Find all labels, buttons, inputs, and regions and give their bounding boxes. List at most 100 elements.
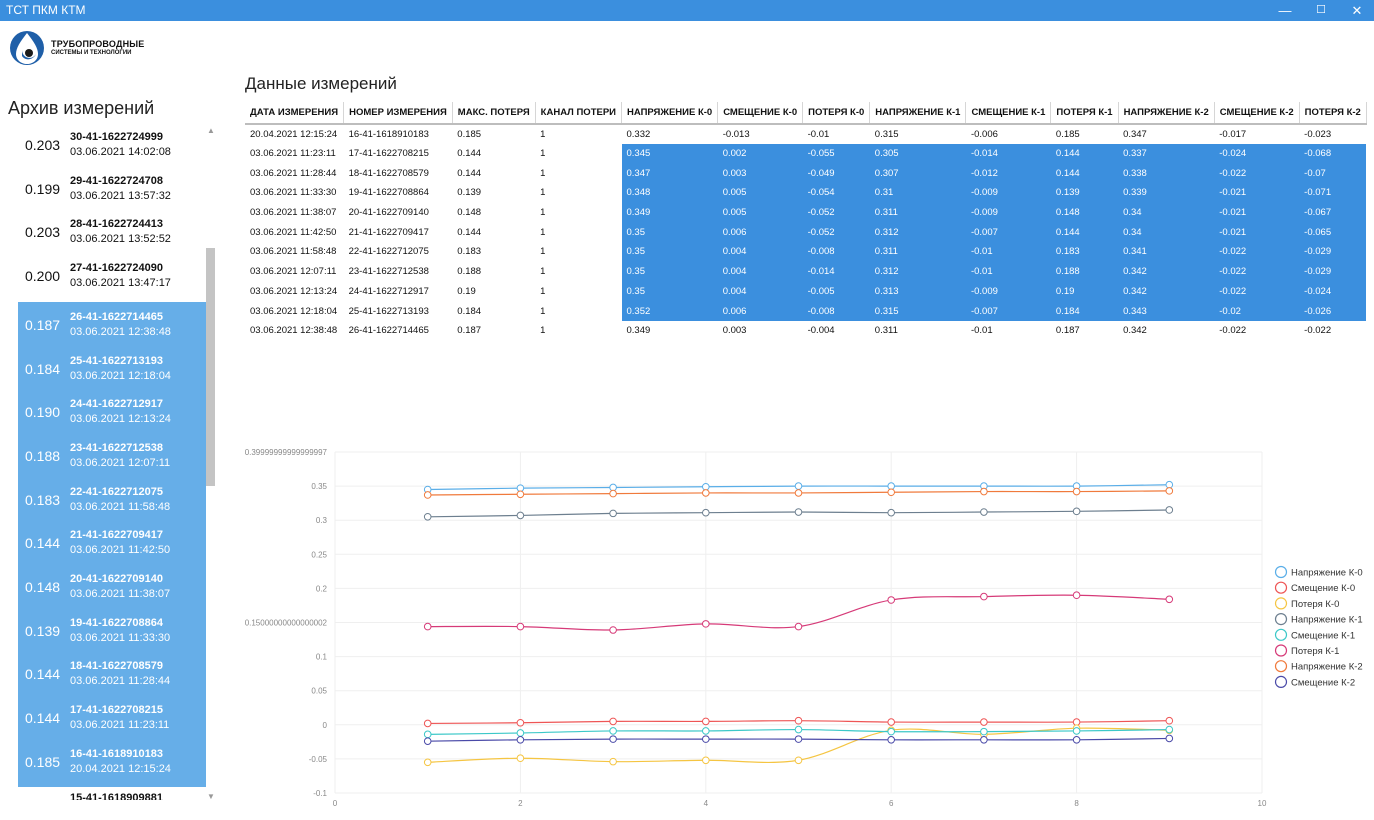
table-column-header[interactable]: НОМЕР ИЗМЕРЕНИЯ	[343, 102, 453, 125]
table-cell: 0.337	[1118, 143, 1215, 164]
table-cell: 0.006	[717, 301, 803, 321]
archive-item-date: 03.06.2021 12:07:11	[70, 456, 171, 469]
measurements-title: Данные измерений	[245, 74, 397, 93]
archive-item[interactable]: 0.144 17-41-1622708215 03.06.2021 11:23:11	[18, 695, 206, 744]
table-cell: -0.067	[1299, 202, 1367, 223]
data-point	[609, 757, 617, 766]
window-titlebar: ТСТ ПКМ КТМ — ☐ ✕	[0, 0, 1374, 21]
x-tick-label: 2	[518, 799, 523, 808]
data-point	[1165, 595, 1174, 604]
archive-item[interactable]: 0.187 26-41-1622714465 03.06.2021 12:38:48	[18, 301, 206, 350]
table-column-header[interactable]: НАПРЯЖЕНИЕ К-0	[621, 102, 719, 125]
table-row[interactable]: 03.06.2021 11:38:07 20-41-1622709140 0.148…	[245, 202, 1367, 223]
table-cell: -0.068	[1299, 143, 1367, 164]
data-point	[887, 482, 896, 490]
data-point	[1072, 507, 1081, 516]
table-row[interactable]: 03.06.2021 12:07:11 23-41-1622712538 0.188…	[245, 261, 1367, 282]
archive-item[interactable]: 0.183 22-41-1622712075 03.06.2021 11:58:48	[18, 476, 206, 525]
table-cell: -0.022	[1219, 325, 1247, 337]
data-point	[1165, 506, 1174, 514]
archive-item[interactable]: 0.144 18-41-1622708579 03.06.2021 11:28:44	[18, 651, 206, 700]
data-point	[516, 754, 525, 763]
archive-item[interactable]: 0.148 20-41-1622709140 03.06.2021 11:38:07	[18, 564, 206, 612]
y-tick-label: 0.39999999999999997	[245, 448, 328, 457]
maximize-icon[interactable]: ☐	[1316, 4, 1326, 16]
table-column-header[interactable]: ПОТЕРЯ К-1	[1050, 102, 1119, 125]
data-point	[887, 718, 896, 726]
data-point	[609, 717, 617, 726]
table-cell: 0.185	[457, 128, 482, 140]
table-cell: -0.07	[1299, 163, 1367, 184]
table-column-header[interactable]: ПОТЕРЯ К-2	[1299, 102, 1367, 125]
archive-item-id: 21-41-1622709417	[70, 529, 163, 542]
table-cell: 0.343	[1118, 301, 1215, 321]
table-row[interactable]: 03.06.2021 11:33:30 19-41-1622708864 0.139…	[245, 183, 1367, 203]
table-row[interactable]: 03.06.2021 11:28:44 18-41-1622708579 0.144…	[245, 163, 1367, 184]
legend-label: Смещение К-2	[1291, 677, 1355, 688]
archive-item[interactable]: 0.190 24-41-1622712917 03.06.2021 12:13:24	[18, 389, 206, 438]
table-column-header[interactable]: ПОТЕРЯ К-0	[802, 102, 871, 125]
archive-item-value: 0.144	[25, 666, 61, 683]
scroll-down-icon[interactable]: ▼	[207, 792, 215, 801]
table-column-header[interactable]: МАКС. ПОТЕРЯ	[452, 102, 536, 125]
table-row[interactable]: 03.06.2021 11:23:11 17-41-1622708215 0.144…	[245, 143, 1367, 164]
archive-item[interactable]: 0.185 16-41-1618910183 20.04.2021 12:15:24	[18, 738, 206, 787]
data-point	[1165, 480, 1174, 489]
archive-item[interactable]: 0.199 29-41-1622724708 03.06.2021 13:57:32	[18, 166, 206, 214]
table-column-header[interactable]: СМЕЩЕНИЕ К-1	[965, 102, 1052, 125]
legend-marker	[1274, 660, 1288, 673]
table-cell: -0.024	[1214, 143, 1300, 164]
table-cell: -0.01	[965, 242, 1051, 262]
archive-scrollbar-thumb[interactable]	[206, 248, 215, 486]
table-column-header[interactable]: СМЕЩЕНИЕ К-0	[717, 102, 804, 125]
archive-item[interactable]: 0.144 21-41-1622709417 03.06.2021 11:42:50	[18, 520, 206, 569]
table-column-header[interactable]: НАПРЯЖЕНИЕ К-2	[1118, 102, 1215, 125]
table-cell: 0.313	[869, 281, 966, 302]
table-cell: 03.06.2021 11:33:30	[250, 187, 337, 199]
y-tick-label: 0.05	[311, 687, 327, 696]
measurements-table-container: ДАТА ИЗМЕРЕНИЯ НОМЕР ИЗМЕРЕНИЯ МАКС. ПОТЕР…	[245, 102, 1374, 342]
scroll-up-icon[interactable]: ▲	[207, 126, 215, 135]
table-column-header[interactable]: ДАТА ИЗМЕРЕНИЯ	[245, 102, 345, 125]
data-point	[702, 489, 710, 497]
close-icon[interactable]: ✕	[1351, 3, 1363, 18]
table-row[interactable]: 03.06.2021 11:58:48 22-41-1622712075 0.183…	[245, 242, 1367, 262]
archive-item[interactable]: 0.203 28-41-1622724413 03.06.2021 13:52:52	[18, 209, 206, 257]
archive-item[interactable]: 0.139 19-41-1622708864 03.06.2021 11:33:30	[18, 607, 206, 656]
data-point	[609, 509, 617, 518]
minimize-icon[interactable]: —	[1278, 3, 1292, 18]
data-point	[794, 735, 803, 743]
data-point	[794, 622, 803, 631]
table-cell: 0.183	[457, 246, 482, 258]
table-column-header[interactable]: КАНАЛ ПОТЕРИ	[535, 102, 623, 125]
table-row[interactable]: 03.06.2021 12:13:24 24-41-1622712917 0.19 1…	[245, 281, 1367, 302]
measurements-chart: 0.39999999999999997 0.35 0.3 0.25 0.2 0.15000…	[245, 448, 1363, 808]
archive-item[interactable]: 0.200 27-41-1622724090 03.06.2021 13:47:17	[18, 253, 206, 301]
table-cell: 20.04.2021 12:15:24	[250, 128, 338, 140]
data-point	[1072, 736, 1081, 744]
archive-item-date: 03.06.2021 11:23:11	[70, 719, 170, 732]
table-cell: -0.055	[802, 143, 870, 164]
table-cell: -0.021	[1214, 183, 1300, 203]
data-point	[423, 730, 432, 739]
table-cell: 03.06.2021 11:23:11	[250, 148, 336, 160]
archive-item[interactable]: 0.203 30-41-1622724999 03.06.2021 14:02:08	[18, 130, 206, 170]
archive-item-date: 03.06.2021 13:47:17	[70, 277, 171, 290]
table-column-header[interactable]: НАПРЯЖЕНИЕ К-1	[869, 102, 967, 125]
data-point	[702, 727, 710, 735]
archive-item[interactable]: 0.188 23-41-1622712538 03.06.2021 12:07:11	[18, 432, 206, 481]
table-row[interactable]: 03.06.2021 12:38:48 26-41-1622714465 0.187…	[245, 321, 1366, 341]
table-column-header[interactable]: СМЕЩЕНИЕ К-2	[1214, 102, 1300, 125]
table-cell: 03.06.2021 12:18:04	[250, 305, 338, 317]
archive-item[interactable]: 15-41-1618909881	[18, 783, 206, 801]
table-row[interactable]: 03.06.2021 12:18:04 25-41-1622713193 0.184…	[245, 301, 1367, 321]
archive-item-date: 03.06.2021 11:28:44	[70, 675, 171, 688]
table-row[interactable]: 20.04.2021 12:15:24 16-41-1618910183 0.185…	[245, 124, 1366, 144]
table-cell: 0.185	[1055, 128, 1080, 140]
table-cell: 0.004	[717, 242, 803, 262]
legend-label: Напряжение К-0	[1291, 568, 1363, 579]
table-row[interactable]: 03.06.2021 11:42:50 21-41-1622709417 0.144…	[245, 222, 1367, 243]
legend-marker	[1274, 613, 1288, 626]
archive-list[interactable]: 0.203 30-41-1622724999 03.06.2021 14:02:08…	[18, 130, 206, 800]
archive-item[interactable]: 0.184 25-41-1622713193 03.06.2021 12:18:04	[18, 345, 206, 394]
